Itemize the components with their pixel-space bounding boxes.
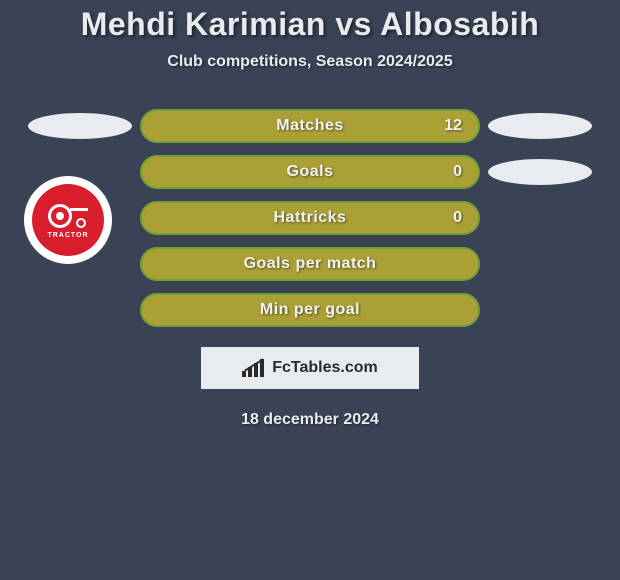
stat-row: Matches 12 (0, 109, 620, 143)
comparison-card: Mehdi Karimian vs Albosabih Club competi… (0, 0, 620, 429)
stat-label: Goals per match (244, 255, 377, 273)
stat-bar-goals: Goals 0 (140, 155, 480, 189)
left-slot (20, 113, 140, 139)
stat-label: Goals (287, 163, 334, 181)
subtitle: Club competitions, Season 2024/2025 (0, 53, 620, 71)
stat-bar-min-per-goal: Min per goal (140, 293, 480, 327)
left-club-logo: TRACTOR (24, 176, 112, 264)
right-oval-icon (488, 159, 592, 185)
right-oval-icon (488, 113, 592, 139)
stat-label: Min per goal (260, 301, 360, 319)
left-oval-icon (28, 113, 132, 139)
stat-bar-hattricks: Hattricks 0 (140, 201, 480, 235)
stat-value: 0 (453, 163, 462, 181)
right-slot (480, 159, 600, 185)
stat-value: 0 (453, 209, 462, 227)
stat-row: Min per goal (0, 293, 620, 327)
stat-bar-goals-per-match: Goals per match (140, 247, 480, 281)
stat-value: 12 (444, 117, 462, 135)
date-text: 18 december 2024 (0, 411, 620, 429)
stat-label: Hattricks (274, 209, 347, 227)
fctables-chart-icon (242, 359, 266, 377)
page-title: Mehdi Karimian vs Albosabih (0, 6, 620, 43)
club-name-text: TRACTOR (47, 232, 88, 239)
stat-label: Matches (276, 117, 344, 135)
right-slot (480, 113, 600, 139)
tractor-badge-icon: TRACTOR (32, 184, 104, 256)
footer-brand-text: FcTables.com (272, 359, 378, 377)
footer-brand-box[interactable]: FcTables.com (201, 347, 419, 389)
stat-bar-matches: Matches 12 (140, 109, 480, 143)
